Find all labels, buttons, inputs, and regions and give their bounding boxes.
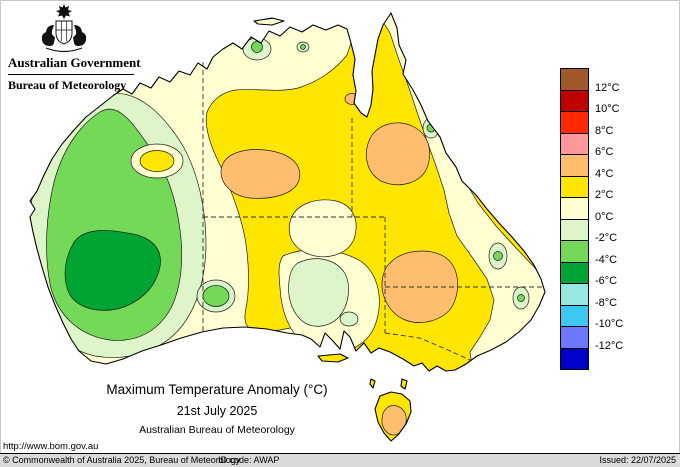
legend-label: 4°C: [595, 167, 614, 180]
legend-swatch-pale_green: [560, 218, 589, 241]
legend-swatch-dark_blue: [560, 347, 589, 370]
map-region-cream-centre: [288, 199, 357, 257]
legend-label: -8°C: [595, 296, 618, 309]
legend-label: 10°C: [595, 103, 620, 115]
legend-swatch-blue: [560, 326, 589, 349]
government-label: Australian Government: [8, 55, 141, 70]
footer-bar: © Commonwealth of Australia 2025, Bureau…: [0, 453, 680, 467]
crest-scroll: [45, 47, 83, 53]
legend-label: 2°C: [595, 189, 614, 201]
map-region-lightgreen-goldfields: [202, 285, 230, 307]
legend-swatch-red: [560, 111, 589, 134]
map-region-yellow-wa-pocket: [139, 150, 175, 172]
map-region-orange-tasmania: [381, 405, 407, 436]
map-region-orange-nt: [220, 149, 301, 199]
legend-swatch-aqua: [560, 283, 589, 306]
crest-shield: [55, 20, 73, 45]
bureau-label: Bureau of Meteorology: [8, 78, 127, 92]
legend-label: -2°C: [595, 232, 618, 244]
legend-label: -12°C: [595, 339, 624, 352]
crest-emu: [73, 25, 87, 46]
crest-kangaroo: [41, 25, 55, 46]
map-date: 21st July 2025: [176, 404, 258, 418]
legend-swatch-cyan: [560, 304, 589, 327]
map-region-palegreen-coast-speck: [447, 105, 457, 119]
footer-id-code: ID code: AWAP: [218, 455, 280, 465]
legend-label: -6°C: [595, 275, 618, 287]
map-region-palegreen-sa: [288, 258, 349, 327]
legend-label: -4°C: [595, 253, 618, 266]
legend-label: 0°C: [595, 210, 614, 223]
map-region-orange-qld: [366, 122, 430, 185]
map-region-orange-gulf-dot: [344, 93, 360, 105]
government-header: Australian Government Bureau of Meteorol…: [8, 3, 148, 93]
legend-swatch-cream: [560, 197, 589, 220]
legend-swatch-pink: [560, 132, 589, 155]
legend-swatch-dark_red: [560, 89, 589, 112]
legend-label: 6°C: [595, 146, 614, 158]
legend-swatch-column: [560, 68, 589, 370]
map-region-palegreen-sa-small: [339, 311, 359, 327]
legend-swatch-yellow: [560, 175, 589, 198]
map-region-lightgreen-arnhem-dot: [300, 44, 306, 50]
legend-label: 12°C: [595, 81, 620, 94]
legend-swatch-green: [560, 261, 589, 284]
legend-label: 8°C: [595, 124, 614, 137]
map-title: Maximum Temperature Anomaly (°C): [106, 382, 328, 397]
legend-swatch-orange: [560, 154, 589, 177]
legend-swatch-light_green: [560, 240, 589, 263]
map-agency: Australian Bureau of Meteorology: [139, 424, 295, 436]
header-divider: [8, 74, 134, 75]
legend-label-column: 12°C 10°C 8°C 6°C 4°C 2°C 0°C -2°C -4°C -6°C -8°C -…: [595, 68, 645, 370]
crest-star: [56, 4, 72, 19]
map-region-lightgreen-east2-dot: [517, 294, 525, 302]
state-borders: [202, 62, 543, 361]
crest-shield-quarters: [56, 21, 72, 41]
map-region-lightgreen-east1-dot: [493, 251, 503, 261]
bom-url: http://www.bom.gov.au: [3, 441, 99, 452]
footer-issued-date: Issued: 22/07/2025: [599, 455, 676, 465]
legend-swatch-brown: [560, 68, 589, 91]
map-region-green-core: [64, 230, 161, 311]
legend-label: -10°C: [595, 318, 624, 330]
footer-copyright: © Commonwealth of Australia 2025, Bureau…: [3, 455, 241, 465]
coat-of-arms-icon: [41, 4, 87, 53]
map-region-lightgreen-topend-dot: [251, 41, 263, 53]
map-title-block: Maximum Temperature Anomaly (°C) 21st Ju…: [27, 382, 407, 436]
color-scale-legend: 12°C 10°C 8°C 6°C 4°C 2°C 0°C -2°C -4°C -6°C -8°C -…: [560, 68, 623, 370]
